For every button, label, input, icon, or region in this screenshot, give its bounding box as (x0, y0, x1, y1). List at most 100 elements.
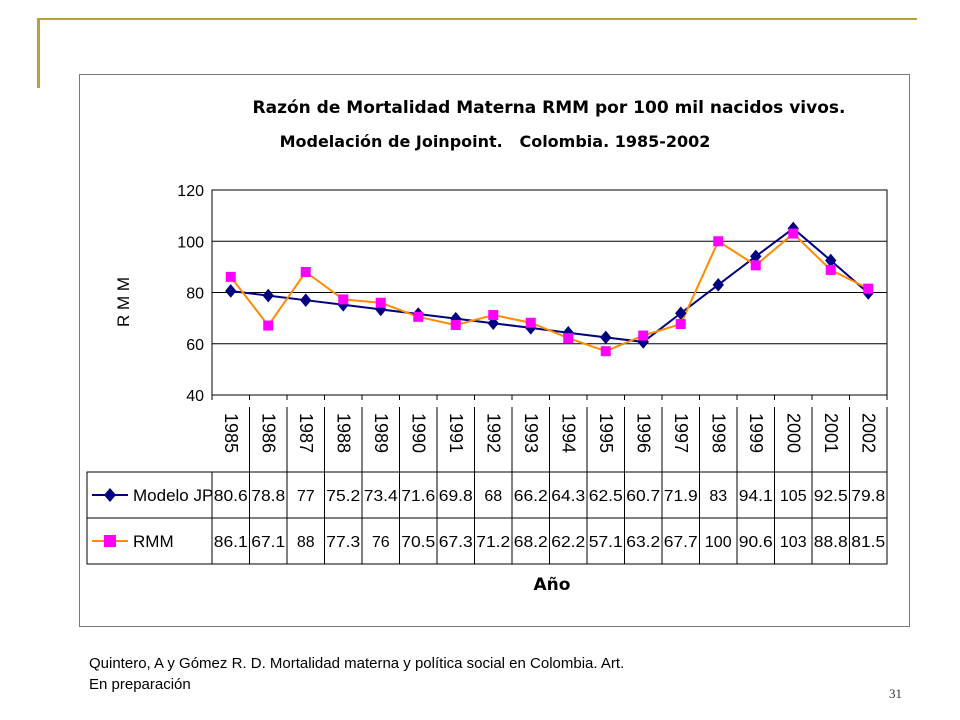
decor-horizontal-bar (37, 18, 917, 20)
data-point-rmm (825, 264, 836, 275)
table-cell-value: 66.2 (514, 488, 548, 505)
x-tick-label: 2000 (783, 413, 803, 453)
table-cell-value: 94.1 (739, 488, 773, 505)
data-point-modelo-jp (600, 330, 612, 345)
data-point-modelo-jp (712, 278, 724, 292)
legend-marker-rmm (104, 535, 116, 547)
x-tick-label: 1994 (558, 413, 578, 453)
data-point-rmm (338, 294, 349, 305)
legend-label-modelo-jp: Modelo JP (133, 486, 213, 505)
data-point-rmm (450, 320, 461, 331)
legend-label-rmm: RMM (133, 532, 174, 551)
table-cell-value: 62.2 (551, 534, 585, 551)
data-point-rmm (675, 319, 686, 330)
table-cell-value: 57.1 (589, 534, 623, 551)
table-cell-value: 103 (780, 534, 807, 551)
x-tick-label: 2002 (858, 413, 878, 453)
chart-title: Razón de Mortalidad Materna RMM por 100 … (253, 98, 846, 118)
x-tick-label: 1985 (221, 413, 241, 453)
x-tick-label: 1989 (371, 413, 391, 453)
x-tick-label: 1997 (671, 413, 691, 453)
series-line-modelo-jp (230, 227, 869, 343)
x-tick-label: 1990 (408, 413, 428, 453)
source-caption: Quintero, A y Gómez R. D. Mortalidad mat… (89, 653, 809, 695)
series-line-rmm (229, 232, 869, 353)
table-cell-value: 77.3 (326, 534, 360, 551)
table-cell-value: 62.5 (589, 488, 623, 505)
table-cell-value: 78.8 (251, 488, 285, 505)
table-cell-value: 100 (705, 534, 732, 551)
table-cell-value: 88.8 (814, 534, 848, 551)
table-cell-value: 68.2 (514, 534, 548, 551)
table-cell-value: 71.6 (401, 488, 435, 505)
table-cell-value: 67.3 (439, 534, 473, 551)
caption-line-2: En preparación (89, 676, 191, 693)
table-cell-value: 71.9 (664, 488, 698, 505)
data-point-rmm (713, 236, 724, 247)
data-point-rmm (375, 297, 386, 308)
data-point-rmm (225, 271, 236, 282)
data-point-rmm (525, 317, 536, 328)
table-cell-value: 60.7 (626, 488, 660, 505)
x-tick-label: 1987 (296, 413, 316, 453)
x-tick-label: 1998 (708, 413, 728, 453)
y-tick-label: 60 (186, 337, 204, 354)
table-cell-value: 80.6 (214, 488, 248, 505)
data-point-rmm (263, 320, 274, 331)
y-tick-label: 40 (186, 388, 204, 405)
y-axis-label: R M M (114, 277, 133, 327)
x-tick-label: 1999 (746, 413, 766, 453)
data-point-rmm (300, 267, 311, 277)
chart-frame (79, 74, 910, 627)
table-cell-value: 67.1 (251, 534, 285, 551)
data-point-rmm (600, 346, 611, 357)
data-point-modelo-jp (262, 288, 274, 303)
table-cell-value: 86.1 (214, 534, 248, 551)
legend-marker-modelo-jp (104, 488, 116, 502)
x-tick-label: 1993 (521, 413, 541, 453)
table-cell-value: 67.7 (664, 534, 698, 551)
data-point-rmm (750, 260, 761, 271)
x-tick-label: 1996 (633, 413, 653, 453)
data-point-rmm (488, 310, 499, 321)
table-cell-value: 77 (297, 488, 315, 505)
data-point-rmm (788, 228, 799, 239)
table-cell-value: 81.5 (851, 534, 885, 551)
table-cell-value: 75.2 (326, 488, 360, 505)
x-tick-label: 1992 (483, 413, 503, 453)
y-tick-label: 120 (177, 183, 204, 200)
x-tick-label: 1991 (446, 413, 466, 453)
x-tick-label: 1988 (333, 413, 353, 453)
data-point-modelo-jp (487, 316, 499, 331)
table-cell-value: 90.6 (739, 534, 773, 551)
table-cell-value: 69.8 (439, 488, 473, 505)
table-cell-value: 105 (780, 488, 807, 505)
data-point-rmm (638, 330, 649, 341)
x-tick-label: 1995 (596, 413, 616, 453)
table-cell-value: 68 (484, 488, 502, 505)
data-point-rmm (563, 333, 574, 344)
table-cell-value: 64.3 (551, 488, 585, 505)
data-point-modelo-jp (225, 284, 237, 298)
table-cell-value: 73.4 (364, 488, 398, 505)
data-point-rmm (413, 311, 424, 322)
x-tick-label: 2001 (821, 413, 841, 453)
chart-subtitle: Modelación de Joinpoint. Colombia. 1985-… (280, 132, 711, 151)
data-point-modelo-jp (300, 293, 312, 307)
table-cell-value: 92.5 (814, 488, 848, 505)
table-cell-value: 88 (297, 534, 315, 551)
y-tick-label: 100 (177, 234, 204, 251)
caption-line-1: Quintero, A y Gómez R. D. Mortalidad mat… (89, 655, 625, 672)
table-cell-value: 79.8 (851, 488, 885, 505)
data-point-rmm (863, 283, 874, 294)
table-cell-value: 76 (372, 534, 390, 551)
page-number: 31 (889, 686, 902, 701)
x-tick-label: 1986 (258, 413, 278, 453)
y-tick-label: 80 (186, 286, 204, 303)
decor-vertical-bar (37, 18, 40, 88)
table-cell-value: 71.2 (476, 534, 510, 551)
table-cell-value: 83 (709, 488, 727, 505)
table-cell-value: 63.2 (626, 534, 660, 551)
table-cell-value: 70.5 (401, 534, 435, 551)
